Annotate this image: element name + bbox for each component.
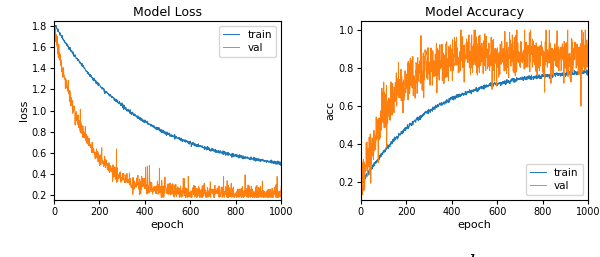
val xyxy=(458,53,465,57)
Line: val: val xyxy=(361,30,588,195)
Title: Model Accuracy: Model Accuracy xyxy=(425,6,524,19)
Y-axis label: acc: acc xyxy=(326,101,335,120)
val xyxy=(74,115,81,118)
train xyxy=(583,68,590,71)
train xyxy=(151,125,158,128)
train xyxy=(449,97,457,100)
train xyxy=(277,164,284,167)
train xyxy=(514,79,521,82)
train xyxy=(358,183,365,186)
X-axis label: epoch: epoch xyxy=(151,220,185,230)
train xyxy=(535,76,542,79)
train xyxy=(74,59,81,62)
Title: Model Loss: Model Loss xyxy=(133,6,202,19)
train xyxy=(232,154,239,157)
train xyxy=(381,148,388,151)
X-axis label: epoch: epoch xyxy=(457,220,491,230)
val xyxy=(584,57,592,60)
val xyxy=(50,29,58,32)
val xyxy=(535,66,542,69)
train xyxy=(278,160,285,163)
val xyxy=(151,186,158,189)
val xyxy=(457,29,464,32)
val xyxy=(449,62,457,66)
train xyxy=(143,120,150,123)
val xyxy=(539,70,546,73)
train xyxy=(50,23,58,26)
val xyxy=(158,196,165,199)
train xyxy=(358,184,365,187)
Legend: train, val: train, val xyxy=(526,164,583,195)
val xyxy=(228,196,235,199)
val xyxy=(207,196,214,199)
val xyxy=(358,193,365,196)
val xyxy=(381,91,388,94)
val xyxy=(278,185,285,188)
train xyxy=(228,152,235,155)
val xyxy=(514,57,521,60)
Text: a: a xyxy=(162,254,173,257)
Line: train: train xyxy=(361,70,588,185)
Line: val: val xyxy=(54,26,281,197)
Text: b: b xyxy=(468,254,481,257)
train xyxy=(539,74,546,77)
Y-axis label: loss: loss xyxy=(19,100,29,121)
val xyxy=(232,192,239,196)
val xyxy=(51,24,58,27)
val xyxy=(358,193,365,196)
train xyxy=(584,70,592,73)
Legend: train, val: train, val xyxy=(219,26,276,57)
train xyxy=(458,94,465,97)
train xyxy=(207,148,214,151)
val xyxy=(143,183,150,186)
Line: train: train xyxy=(54,24,281,166)
train xyxy=(51,22,58,25)
